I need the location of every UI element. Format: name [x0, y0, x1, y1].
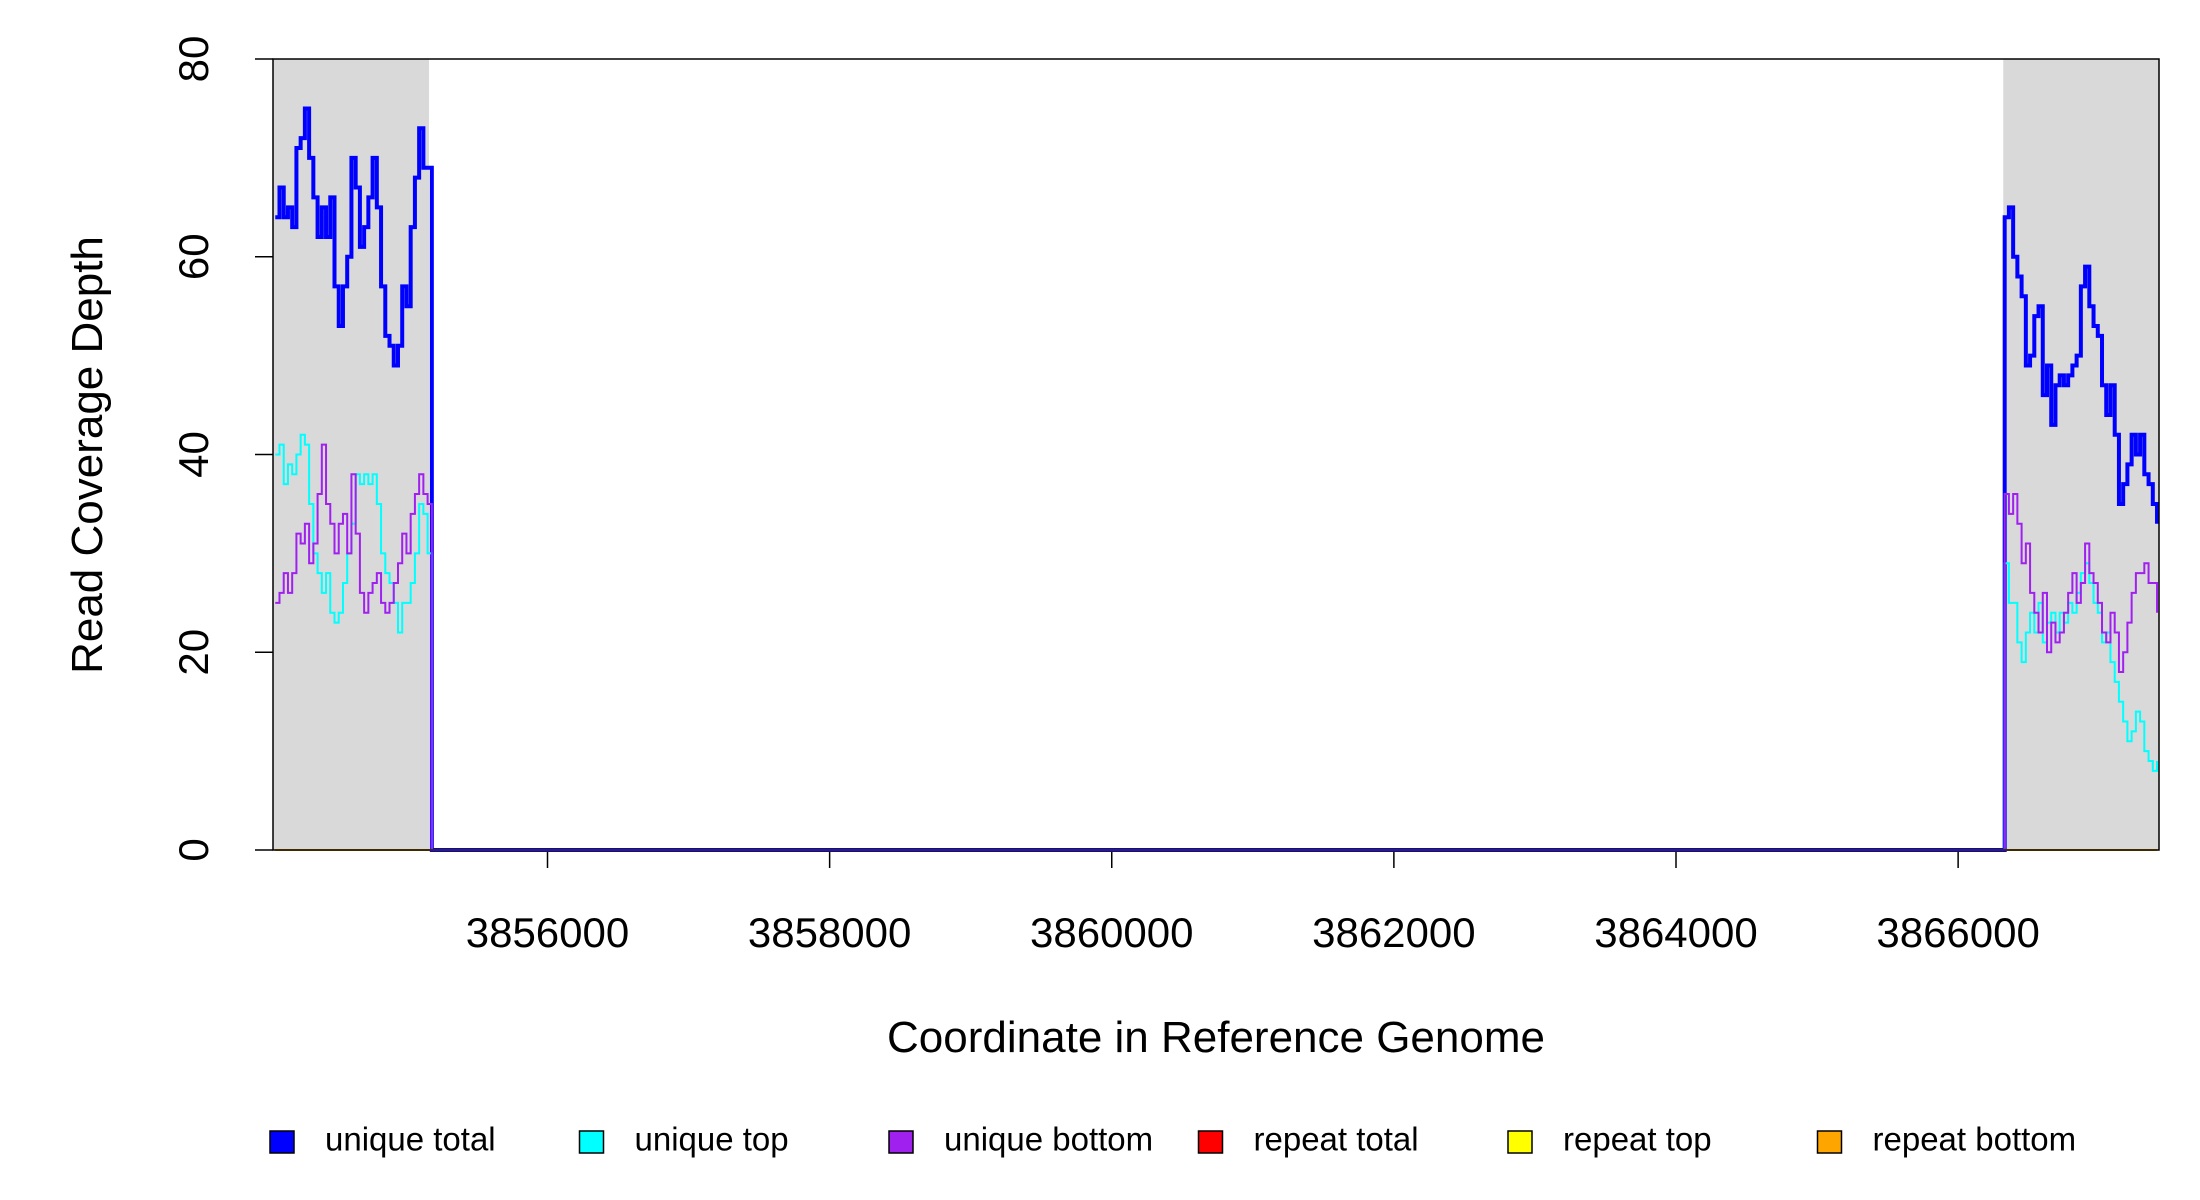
series-line — [275, 106, 2160, 852]
legend-swatch — [1197, 1130, 1224, 1154]
legend-swatch — [888, 1130, 914, 1154]
x-tick-label: 3856000 — [466, 909, 630, 956]
legend-label: repeat top — [1563, 1121, 1712, 1158]
legend-swatch — [578, 1130, 605, 1154]
x-tick-label: 3860000 — [1030, 909, 1194, 956]
x-tick-label: 3864000 — [1594, 909, 1758, 956]
series-line — [275, 433, 2159, 851]
x-tick-label: 3858000 — [748, 909, 912, 956]
legend-label: unique bottom — [944, 1121, 1153, 1158]
y-tick-label: 20 — [170, 629, 217, 676]
legend-swatch — [1816, 1130, 1843, 1154]
plot-frame — [272, 58, 2160, 851]
legend-label: repeat total — [1254, 1121, 1419, 1158]
y-axis-title: Read Coverage Depth — [63, 236, 112, 674]
y-tick-label: 80 — [170, 36, 217, 83]
legend-label: repeat bottom — [1873, 1121, 2077, 1158]
x-tick-label: 3862000 — [1312, 909, 1476, 956]
legend-swatch — [1507, 1130, 1533, 1154]
series-line — [275, 443, 2159, 851]
x-tick-label: 3866000 — [1876, 909, 2040, 956]
x-axis-title: Coordinate in Reference Genome — [887, 1013, 1545, 1062]
legend-label: unique top — [635, 1121, 789, 1158]
y-tick-label: 40 — [170, 431, 217, 478]
legend-swatch — [269, 1130, 295, 1154]
legend-label: unique total — [325, 1121, 496, 1158]
y-tick-label: 0 — [170, 838, 217, 861]
y-tick-label: 60 — [170, 233, 217, 280]
